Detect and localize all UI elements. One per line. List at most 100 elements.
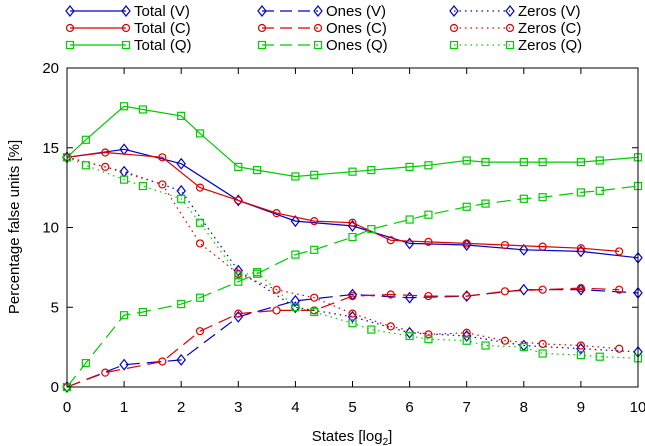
- data-point: [176, 157, 186, 170]
- legend-marker: [121, 23, 131, 33]
- series-8: [62, 153, 624, 353]
- data-point: [500, 287, 510, 296]
- data-point: [290, 294, 301, 307]
- data-point: [138, 181, 148, 191]
- legend-label: Zeros (Q): [518, 37, 582, 54]
- data-point: [291, 250, 300, 259]
- legend-marker: [313, 23, 323, 33]
- data-point: [595, 352, 604, 361]
- data-point: [101, 162, 110, 171]
- data-point: [500, 240, 510, 250]
- series-line: [66, 156, 639, 359]
- legend-marker: [257, 23, 267, 33]
- data-point: [500, 336, 510, 345]
- legend-item: Ones (V): [257, 3, 386, 20]
- data-point: [576, 188, 586, 197]
- legend-item: Zeros (V): [449, 3, 581, 20]
- data-point: [119, 358, 129, 371]
- plot-frame: [66, 67, 639, 388]
- data-point: [519, 283, 529, 296]
- data-point: [538, 339, 547, 349]
- legend-label: Total (C): [134, 20, 191, 37]
- y-tick-label: 10: [42, 220, 59, 237]
- y-tick-label: 20: [42, 60, 59, 77]
- x-tick-label: 10: [630, 399, 645, 416]
- data-point: [386, 322, 395, 331]
- legend-marker: [65, 23, 75, 33]
- data-point: [386, 290, 395, 299]
- y-axis-label: Percentage false units [%]: [6, 140, 23, 314]
- data-point: [386, 236, 395, 245]
- legend-marker: [505, 23, 515, 33]
- legend-marker: [449, 5, 459, 17]
- data-point: [576, 284, 586, 293]
- x-tick-label: 7: [463, 399, 471, 416]
- series-3: [62, 102, 643, 181]
- data-point: [538, 349, 547, 358]
- legend-label: Zeros (C): [518, 20, 581, 37]
- data-point: [519, 158, 528, 167]
- x-tick-label: 9: [577, 399, 585, 416]
- data-point: [462, 291, 471, 301]
- data-point: [195, 129, 205, 138]
- axis-ticks: 0 1 2 3 4 5 6 7 8 9 10 0 5 10 15 20: [42, 60, 645, 416]
- data-point: [538, 193, 547, 202]
- y-tick-label: 5: [51, 299, 59, 316]
- x-axis-label: States [log2]: [312, 428, 393, 446]
- legend-item: Total (C): [65, 20, 191, 37]
- data-point: [348, 232, 357, 242]
- x-tick-label: 3: [234, 399, 242, 416]
- legend-marker: [65, 40, 75, 50]
- data-point: [310, 307, 319, 317]
- legend-marker: [313, 5, 323, 17]
- legend-item: Total (V): [65, 3, 190, 20]
- data-point: [101, 368, 110, 377]
- legend: Total (V)Total (C)Total (Q)Ones (V)Ones …: [65, 3, 582, 54]
- legend-marker: [449, 23, 459, 33]
- data-point: [424, 291, 433, 301]
- data-point: [81, 135, 90, 144]
- legend-item: Zeros (Q): [449, 37, 582, 54]
- data-point: [81, 358, 90, 368]
- legend-item: Ones (Q): [257, 37, 388, 54]
- data-point: [138, 105, 148, 114]
- y-tick-label: 15: [42, 140, 59, 157]
- data-point: [233, 264, 244, 277]
- data-point: [177, 299, 186, 309]
- data-point: [462, 239, 471, 248]
- data-point: [405, 215, 414, 224]
- series-line: [66, 151, 620, 252]
- data-point: [481, 199, 490, 208]
- data-point: [576, 158, 586, 167]
- y-tick-label: 0: [51, 379, 59, 396]
- data-point: [595, 156, 604, 165]
- data-point: [310, 245, 319, 254]
- data-point: [538, 158, 547, 167]
- data-point: [576, 341, 586, 350]
- legend-marker: [505, 40, 515, 50]
- data-point: [310, 217, 319, 226]
- legend-label: Total (V): [134, 3, 190, 20]
- data-point: [348, 309, 357, 318]
- data-point: [291, 172, 300, 181]
- x-tick-label: 5: [348, 399, 356, 416]
- data-point: [158, 357, 167, 366]
- data-point: [462, 202, 471, 211]
- legend-marker: [257, 5, 267, 17]
- data-point: [348, 291, 357, 301]
- data-point: [158, 180, 167, 189]
- plot-area: 0 1 2 3 4 5 6 7 8 9 10 0 5 10 15 20: [42, 60, 645, 416]
- x-tick-label: 0: [63, 399, 71, 416]
- series-6: [62, 181, 643, 392]
- data-point: [538, 285, 547, 294]
- data-point: [462, 336, 471, 345]
- data-point: [119, 102, 129, 111]
- data-point: [234, 271, 243, 280]
- series-line: [66, 156, 620, 350]
- data-point: [195, 183, 205, 192]
- data-point: [81, 161, 90, 170]
- data-point: [367, 165, 376, 175]
- data-point: [234, 196, 243, 205]
- data-point: [424, 335, 433, 344]
- legend-label: Ones (V): [326, 3, 386, 20]
